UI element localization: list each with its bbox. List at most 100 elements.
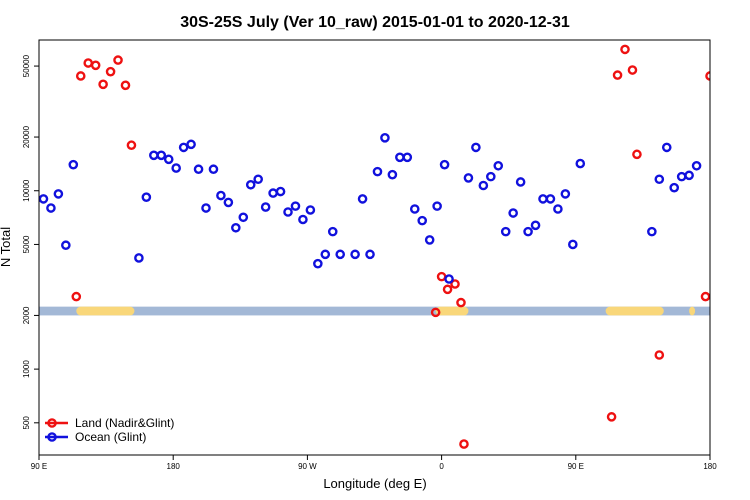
x-tick-label-2: 90 W [298,462,317,471]
data-point-1-31 [327,226,338,237]
data-point-1-30 [320,249,331,260]
data-point-1-58 [545,194,556,204]
data-point-1-45 [439,159,450,170]
data-point-1-60 [560,189,571,199]
data-point-1-68 [684,170,694,181]
y-axis-label: N Total [0,227,13,267]
data-point-1-48 [471,142,481,153]
data-point-0-6 [113,55,123,65]
data-point-1-34 [357,194,368,204]
data-point-1-40 [402,152,413,163]
data-point-1-20 [245,179,256,190]
data-point-1-41 [409,204,420,214]
data-point-0-9 [430,307,441,318]
data-point-1-47 [463,173,474,183]
y-tick-label-5: 20000 [22,125,31,148]
data-point-1-57 [538,194,548,204]
data-point-1-21 [253,174,263,185]
data-point-1-37 [380,133,390,143]
x-tick-label-3: 0 [439,462,444,471]
chart-title: 30S-25S July (Ver 10_raw) 2015-01-01 to … [180,14,570,31]
data-point-0-12 [450,279,460,289]
plot-frame [38,39,711,456]
data-point-1-42 [417,215,428,226]
data-point-1-13 [193,164,204,175]
y-tick-label-4: 10000 [22,179,31,202]
data-point-1-1 [46,203,56,213]
data-point-1-26 [290,201,301,211]
y-tick-label-2: 2000 [22,306,31,324]
data-point-1-23 [268,188,278,198]
data-point-1-7 [149,150,159,161]
series-1 [39,133,702,284]
data-point-0-19 [632,149,642,160]
data-point-1-16 [216,190,226,201]
data-point-1-52 [500,226,511,237]
legend-label-1: Ocean (Glint) [75,430,146,444]
data-point-1-10 [171,163,181,173]
data-point-1-22 [260,202,271,212]
data-point-1-69 [691,160,702,171]
data-point-1-24 [275,186,286,197]
data-point-1-64 [654,174,665,185]
data-point-1-0 [39,194,49,204]
data-point-0-20 [654,350,665,360]
data-point-0-14 [459,439,469,449]
data-point-1-46 [444,274,454,284]
data-point-1-19 [238,212,249,223]
data-point-1-66 [669,182,680,193]
data-point-0-17 [620,44,630,55]
data-point-1-9 [163,154,174,165]
data-point-1-2 [53,189,64,199]
data-point-1-39 [395,152,405,163]
y-tick-label-6: 50000 [22,54,31,77]
data-point-1-28 [305,205,316,215]
data-point-0-11 [442,284,453,295]
data-point-1-62 [575,158,586,169]
land-segment-3 [689,306,696,316]
data-point-1-17 [223,197,234,208]
x-axis-label: Longitude (deg E) [323,476,426,491]
data-point-1-63 [647,226,657,237]
data-point-1-44 [432,201,442,211]
y-tick-label-0: 500 [22,416,31,430]
data-point-1-35 [365,249,375,260]
data-point-1-56 [530,220,541,231]
data-point-0-8 [126,140,137,151]
data-point-1-29 [313,258,323,269]
x-tick-label-5: 180 [703,462,717,471]
data-point-1-8 [156,150,167,161]
data-point-1-54 [515,177,526,187]
data-point-1-51 [493,160,504,171]
series-0 [71,44,710,449]
data-point-0-1 [75,71,86,81]
land-segment-0 [76,306,135,316]
data-point-1-59 [553,204,563,214]
data-point-1-43 [424,235,435,245]
data-point-1-65 [661,142,672,153]
data-point-1-33 [350,249,360,260]
data-point-0-21 [700,291,710,302]
data-point-1-49 [478,180,489,191]
y-axis: 500 1000 2000 5000 10000 20000 50000 [22,54,39,429]
data-point-0-10 [436,271,447,282]
data-point-1-50 [486,171,496,182]
data-point-1-14 [201,203,211,213]
legend-entry-1: Ocean (Glint) [45,430,146,444]
data-point-1-53 [508,208,518,218]
data-point-1-61 [568,239,578,250]
data-point-0-4 [98,79,108,90]
data-point-0-16 [612,70,623,80]
data-point-1-36 [372,166,383,177]
plot-content [39,44,710,449]
legend-marker-1 [47,432,57,442]
data-point-0-18 [627,65,638,75]
data-point-0-7 [120,80,131,91]
surface-band [39,306,710,316]
data-point-1-6 [141,192,152,203]
data-point-1-4 [68,159,79,170]
x-tick-label-4: 90 E [568,462,584,471]
data-point-1-38 [387,169,398,180]
data-point-0-0 [71,291,82,302]
data-point-0-13 [456,297,466,308]
